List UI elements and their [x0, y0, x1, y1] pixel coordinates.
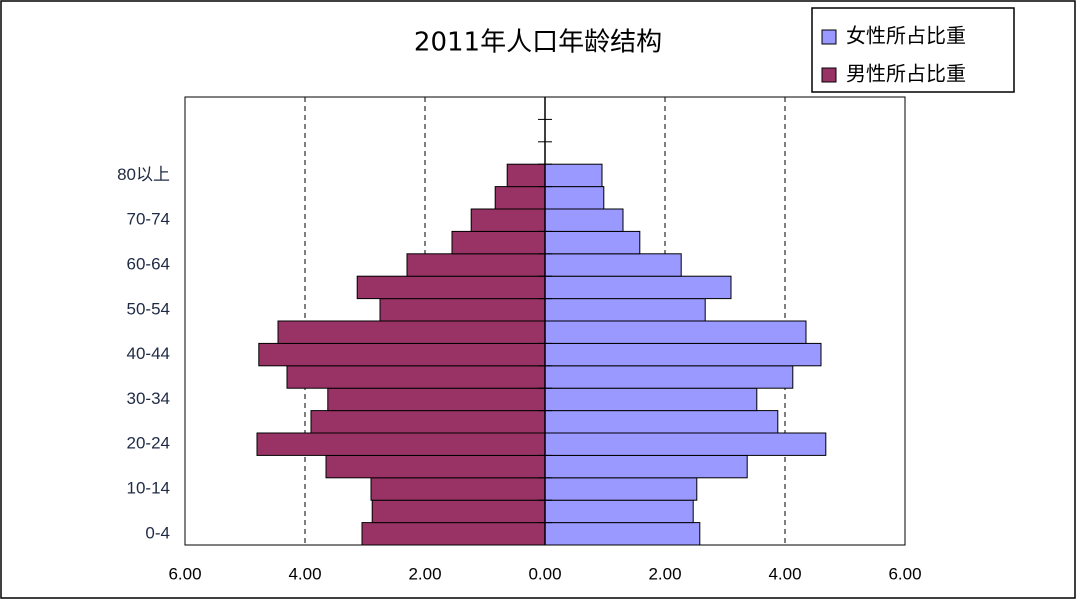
bar	[451, 230, 546, 255]
y-tick-label: 40-44	[127, 344, 170, 363]
legend-swatch	[821, 67, 837, 83]
bar	[544, 275, 732, 300]
y-tick-label: 60-64	[127, 254, 170, 273]
bar	[286, 365, 546, 389]
y-tick-label: 10-14	[127, 478, 170, 497]
bar	[325, 454, 546, 479]
bar	[544, 208, 624, 232]
bar	[370, 477, 546, 501]
bar	[544, 230, 641, 255]
x-tick-label: 4.00	[768, 564, 801, 583]
bar	[494, 186, 546, 210]
y-tick-label: 30-34	[127, 389, 170, 408]
legend-label: 女性所占比重	[846, 24, 966, 48]
bar	[544, 410, 779, 434]
x-tick-label: 6.00	[888, 564, 921, 583]
bar	[544, 342, 822, 367]
bar	[470, 208, 546, 232]
y-tick-label: 80以上	[117, 165, 170, 184]
y-tick-label: 70-74	[127, 210, 170, 229]
bar	[258, 342, 546, 367]
x-tick-label: 2.00	[648, 564, 681, 583]
y-tick-label: 0-4	[145, 523, 170, 542]
bar	[371, 499, 546, 524]
x-tick-label: 2.00	[408, 564, 441, 583]
bar	[544, 186, 605, 210]
bar	[544, 320, 807, 344]
legend	[811, 7, 1015, 93]
x-tick-label: 4.00	[288, 564, 321, 583]
x-tick-label: 6.00	[168, 564, 201, 583]
legend-swatch	[821, 29, 837, 45]
bar	[310, 410, 546, 434]
bar	[327, 387, 546, 412]
bar	[544, 454, 748, 479]
bar	[544, 499, 694, 524]
bar	[506, 163, 546, 188]
bar	[544, 522, 701, 546]
bar	[544, 163, 603, 188]
y-tick-label: 20-24	[127, 434, 170, 453]
bar	[256, 432, 546, 456]
chart-title: 2011年人口年龄结构	[414, 28, 662, 58]
bar	[544, 432, 827, 456]
bar	[379, 298, 546, 322]
bar	[277, 320, 546, 344]
legend-label: 男性所占比重	[846, 62, 966, 86]
bar	[544, 298, 706, 322]
bar	[544, 477, 698, 501]
bar	[356, 275, 546, 300]
bar	[544, 253, 682, 277]
bar	[544, 365, 794, 389]
legend-box	[811, 7, 1015, 93]
y-tick-label: 50-54	[127, 299, 170, 318]
bar	[361, 522, 546, 546]
bar	[406, 253, 546, 277]
bar	[544, 387, 758, 412]
x-tick-label: 0.00	[528, 564, 561, 583]
